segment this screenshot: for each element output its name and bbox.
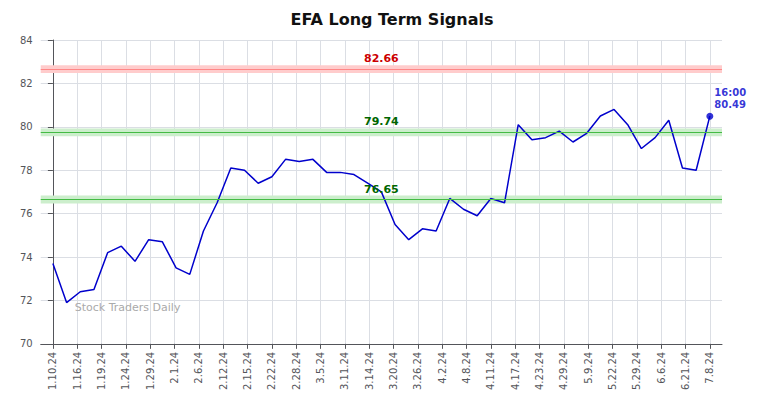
svg-text:84: 84 [20,35,33,46]
svg-text:3.11.24: 3.11.24 [339,352,350,390]
svg-text:5.22.24: 5.22.24 [607,352,618,390]
svg-text:2.28.24: 2.28.24 [291,352,302,390]
svg-text:4.8.24: 4.8.24 [461,352,472,384]
svg-text:2.22.24: 2.22.24 [266,352,277,390]
svg-text:1.16.24: 1.16.24 [72,352,83,390]
svg-text:1.19.24: 1.19.24 [96,352,107,390]
svg-text:4.2.24: 4.2.24 [437,352,448,384]
svg-text:70: 70 [20,338,33,349]
svg-text:3.26.24: 3.26.24 [412,352,423,390]
svg-text:72: 72 [20,295,33,306]
svg-text:2.6.24: 2.6.24 [193,352,204,384]
svg-text:82.66: 82.66 [364,52,399,65]
svg-text:5.29.24: 5.29.24 [631,352,642,390]
svg-text:2.1.24: 2.1.24 [169,352,180,384]
svg-text:4.11.24: 4.11.24 [485,352,496,390]
svg-text:Stock Traders Daily: Stock Traders Daily [75,301,181,314]
svg-text:3.20.24: 3.20.24 [388,352,399,390]
svg-text:76.65: 76.65 [364,183,399,196]
svg-text:1.24.24: 1.24.24 [120,352,131,390]
svg-text:EFA Long Term Signals: EFA Long Term Signals [290,10,493,29]
svg-text:5.9.24: 5.9.24 [583,352,594,384]
svg-text:74: 74 [20,252,33,263]
svg-text:4.29.24: 4.29.24 [558,352,569,390]
svg-text:4.17.24: 4.17.24 [510,352,521,390]
svg-text:3.14.24: 3.14.24 [364,352,375,390]
svg-text:79.74: 79.74 [364,115,399,128]
svg-text:7.8.24: 7.8.24 [704,352,715,384]
svg-text:80.49: 80.49 [714,99,746,110]
svg-text:6.6.24: 6.6.24 [656,352,667,384]
svg-text:1.29.24: 1.29.24 [145,352,156,390]
svg-text:4.23.24: 4.23.24 [534,352,545,390]
svg-text:2.12.24: 2.12.24 [218,352,229,390]
svg-text:2.15.24: 2.15.24 [242,352,253,390]
svg-text:16:00: 16:00 [714,87,746,98]
svg-text:6.21.24: 6.21.24 [680,352,691,390]
svg-text:82: 82 [20,78,33,89]
svg-text:3.5.24: 3.5.24 [315,352,326,384]
svg-text:80: 80 [20,121,33,132]
svg-text:76: 76 [20,208,33,219]
svg-text:1.10.24: 1.10.24 [47,352,58,390]
svg-text:78: 78 [20,165,33,176]
